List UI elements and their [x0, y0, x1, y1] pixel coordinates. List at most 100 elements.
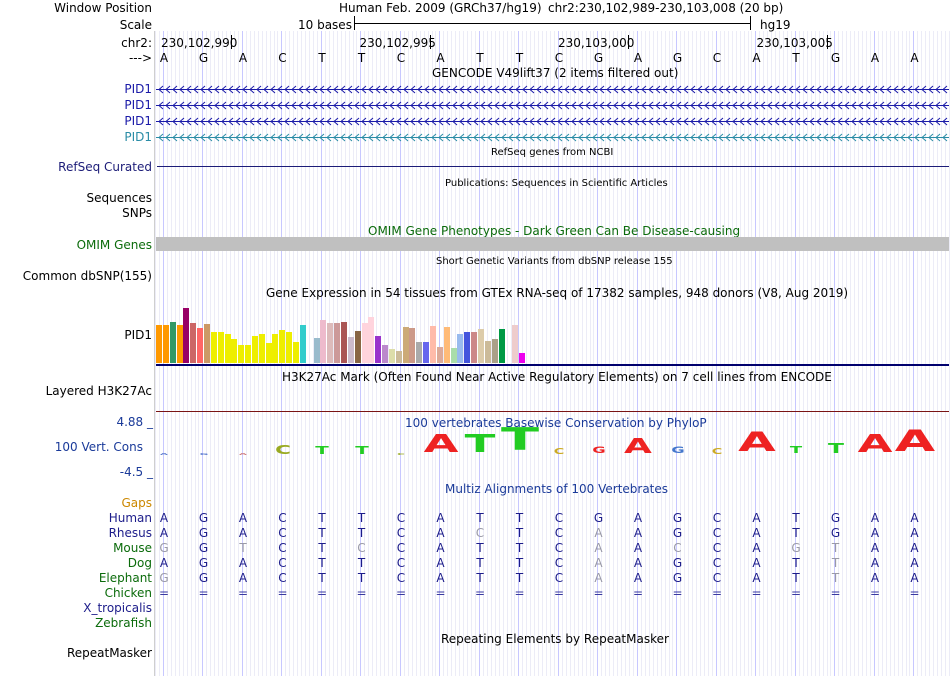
gtex-tissue-bar[interactable]	[368, 317, 375, 363]
gtex-tissue-bar[interactable]	[416, 342, 423, 363]
gtex-tissue-bar[interactable]	[498, 329, 505, 363]
gtex-tissue-bar[interactable]	[190, 323, 197, 363]
gtex-tissue-bar[interactable]	[217, 332, 224, 363]
strand-arrow-icon	[641, 101, 647, 110]
gtex-tissue-bar[interactable]	[340, 322, 347, 363]
h3k27ac-label[interactable]: Layered H3K27Ac	[45, 384, 152, 398]
gtex-expression-chart[interactable]	[156, 300, 536, 363]
strand-arrow-icon	[557, 85, 563, 94]
phylop-label[interactable]: 100 Vert. Cons	[54, 440, 143, 454]
strand-arrow-icon	[718, 117, 724, 126]
aligned-base: T	[831, 571, 840, 585]
species-label[interactable]: Rhesus	[108, 526, 152, 540]
aligned-base: =	[790, 586, 802, 600]
gtex-tissue-bar[interactable]	[251, 336, 258, 363]
gtex-tissue-bar[interactable]	[245, 345, 252, 363]
refseq-gene-line[interactable]	[157, 166, 949, 167]
gtex-tissue-bar[interactable]	[375, 336, 382, 363]
strand-arrow-icon	[368, 117, 374, 126]
gtex-tissue-bar[interactable]	[430, 326, 436, 363]
gtex-tissue-bar[interactable]	[203, 324, 210, 363]
gtex-tissue-bar[interactable]	[279, 330, 286, 363]
gtex-gene-label[interactable]: PID1	[124, 328, 152, 342]
gtex-tissue-bar[interactable]	[231, 339, 238, 363]
aligned-base: T	[831, 541, 840, 555]
omim-label[interactable]: OMIM Genes	[76, 238, 152, 252]
gtex-tissue-bar[interactable]	[286, 332, 293, 363]
gtex-tissue-bar[interactable]	[293, 342, 299, 363]
gencode-gene-label[interactable]: PID1	[124, 114, 152, 128]
gtex-tissue-bar[interactable]	[156, 325, 162, 363]
strand-arrow-icon	[158, 133, 164, 142]
gtex-tissue-bar[interactable]	[409, 328, 416, 363]
gtex-tissue-bar[interactable]	[402, 327, 409, 363]
omim-feature-bar[interactable]	[156, 237, 949, 251]
aligned-base: A	[238, 511, 248, 525]
gtex-tissue-bar[interactable]	[395, 351, 402, 363]
species-label[interactable]: Chicken	[104, 586, 152, 600]
dbsnp-label[interactable]: Common dbSNP(155)	[22, 269, 152, 283]
species-label[interactable]: Human	[108, 511, 152, 525]
gencode-gene-label[interactable]: PID1	[124, 98, 152, 112]
snps-label[interactable]: SNPs	[122, 206, 152, 220]
species-label[interactable]: Zebrafish	[95, 616, 152, 630]
gtex-tissue-bar[interactable]	[299, 325, 306, 363]
gtex-tissue-bar[interactable]	[320, 320, 327, 363]
gtex-tissue-bar[interactable]	[347, 337, 354, 363]
gencode-gene-model[interactable]	[156, 116, 949, 127]
species-label[interactable]: Elephant	[98, 571, 152, 585]
strand-arrow-icon	[515, 117, 521, 126]
gtex-tissue-bar[interactable]	[265, 343, 272, 363]
gtex-tissue-bar[interactable]	[197, 328, 204, 363]
gtex-tissue-bar[interactable]	[334, 323, 341, 363]
multiz-track-title: Multiz Alignments of 100 Vertebrates	[445, 482, 669, 496]
strand-arrow-icon	[347, 101, 353, 110]
gtex-tissue-bar[interactable]	[361, 323, 368, 363]
gtex-tissue-bar[interactable]	[224, 334, 231, 363]
species-label[interactable]: Dog	[127, 556, 152, 570]
gencode-gene-model[interactable]	[156, 84, 949, 95]
aligned-base: T	[357, 511, 366, 525]
gaps-label[interactable]: Gaps	[121, 496, 152, 510]
gtex-tissue-bar[interactable]	[512, 325, 519, 363]
gtex-tissue-bar[interactable]	[388, 349, 395, 363]
gtex-tissue-bar[interactable]	[382, 345, 389, 363]
base-letter: T	[792, 51, 800, 65]
refseq-label[interactable]: RefSeq Curated	[58, 160, 152, 174]
gencode-gene-model[interactable]	[156, 132, 949, 143]
phylop-base-glyph: T	[500, 422, 539, 458]
gtex-tissue-bar[interactable]	[162, 325, 169, 363]
gencode-gene-label[interactable]: PID1	[124, 82, 152, 96]
gtex-tissue-bar[interactable]	[272, 334, 279, 363]
gtex-tissue-bar[interactable]	[457, 334, 464, 363]
gencode-gene-model[interactable]	[156, 100, 949, 111]
repeatmasker-label[interactable]: RepeatMasker	[66, 646, 152, 660]
gtex-tissue-bar[interactable]	[183, 308, 190, 363]
gtex-tissue-bar[interactable]	[210, 332, 217, 363]
gtex-tissue-bar[interactable]	[313, 338, 320, 363]
sequences-label[interactable]: Sequences	[86, 191, 152, 205]
gtex-tissue-bar[interactable]	[238, 345, 245, 363]
species-label[interactable]: Mouse	[113, 541, 152, 555]
gtex-tissue-bar[interactable]	[169, 322, 176, 363]
gencode-gene-label[interactable]: PID1	[124, 130, 152, 144]
gtex-tissue-bar[interactable]	[519, 353, 526, 363]
species-label[interactable]: X_tropicalis	[83, 601, 152, 615]
gtex-tissue-bar[interactable]	[176, 325, 183, 363]
gtex-tissue-bar[interactable]	[258, 334, 265, 363]
gtex-tissue-bar[interactable]	[491, 339, 498, 363]
gtex-tissue-bar[interactable]	[327, 323, 334, 363]
gtex-tissue-bar[interactable]	[436, 347, 443, 363]
gtex-tissue-bar[interactable]	[443, 327, 450, 363]
base-letter: C	[396, 51, 406, 65]
h3k27ac-signal-line[interactable]	[156, 411, 949, 412]
gtex-tissue-bar[interactable]	[477, 329, 484, 363]
gtex-tissue-bar[interactable]	[354, 331, 361, 363]
gtex-tissue-bar[interactable]	[423, 342, 430, 363]
aligned-base: A	[870, 511, 880, 525]
gtex-tissue-bar[interactable]	[471, 332, 478, 363]
gtex-tissue-bar[interactable]	[484, 341, 491, 363]
gtex-tissue-bar[interactable]	[464, 332, 471, 363]
gtex-tissue-bar[interactable]	[450, 348, 457, 363]
